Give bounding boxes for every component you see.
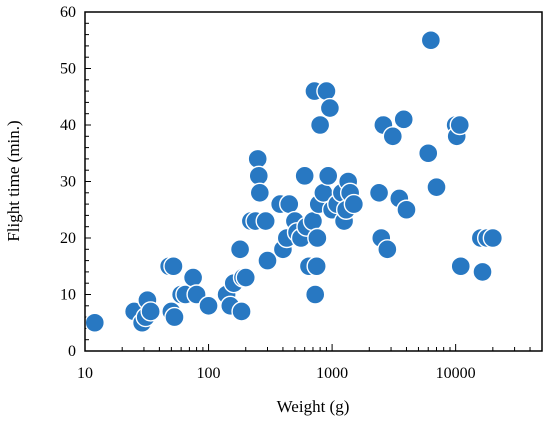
y-tick-label: 60	[60, 4, 76, 21]
data-points	[84, 30, 504, 333]
data-point	[229, 239, 251, 260]
data-point	[449, 114, 470, 136]
data-point	[343, 193, 365, 215]
data-point	[231, 301, 252, 322]
data-point	[140, 301, 161, 322]
data-point	[420, 30, 442, 51]
data-point	[368, 182, 390, 204]
data-point	[472, 261, 493, 283]
data-point	[305, 284, 326, 305]
data-point	[309, 114, 331, 136]
y-axis-tick-labels: 0 10 20 30 40 50 60	[60, 4, 76, 360]
y-tick-label: 40	[60, 117, 76, 134]
y-tick-label: 0	[68, 343, 76, 360]
data-point	[247, 148, 268, 170]
data-point	[306, 256, 327, 277]
y-tick-label: 30	[60, 174, 76, 191]
data-point	[255, 210, 276, 232]
data-point	[316, 80, 337, 102]
data-point	[426, 176, 447, 198]
y-axis-title: Flight time (min.)	[4, 120, 23, 241]
data-point	[393, 109, 414, 130]
x-axis-tick-labels: 10 100 1000 10000	[77, 365, 476, 382]
data-point	[450, 256, 471, 277]
x-tick-label: 1000	[316, 365, 348, 382]
data-point	[248, 165, 269, 187]
data-point	[182, 267, 204, 288]
x-tick-label: 100	[197, 365, 221, 382]
data-point	[198, 295, 219, 316]
data-point	[249, 182, 271, 204]
x-axis-title: Weight (g)	[277, 397, 350, 416]
data-point	[377, 239, 398, 260]
x-tick-label: 10000	[436, 365, 476, 382]
data-point	[482, 227, 504, 249]
y-tick-label: 50	[60, 61, 76, 78]
data-point	[294, 165, 315, 187]
data-point	[84, 312, 105, 333]
y-tick-label: 20	[60, 230, 76, 247]
x-tick-label: 10	[77, 365, 93, 382]
data-point	[382, 126, 404, 147]
data-point	[319, 97, 341, 119]
data-point	[418, 143, 439, 164]
data-point	[164, 306, 185, 328]
data-point	[279, 193, 300, 215]
data-point	[302, 210, 324, 232]
plot-area-frame	[84, 11, 543, 352]
data-point	[257, 250, 278, 271]
data-point	[163, 256, 184, 277]
data-point	[235, 267, 256, 288]
data-point	[318, 165, 339, 187]
data-point	[396, 199, 417, 220]
y-tick-label: 10	[60, 287, 76, 304]
data-point	[307, 227, 328, 249]
